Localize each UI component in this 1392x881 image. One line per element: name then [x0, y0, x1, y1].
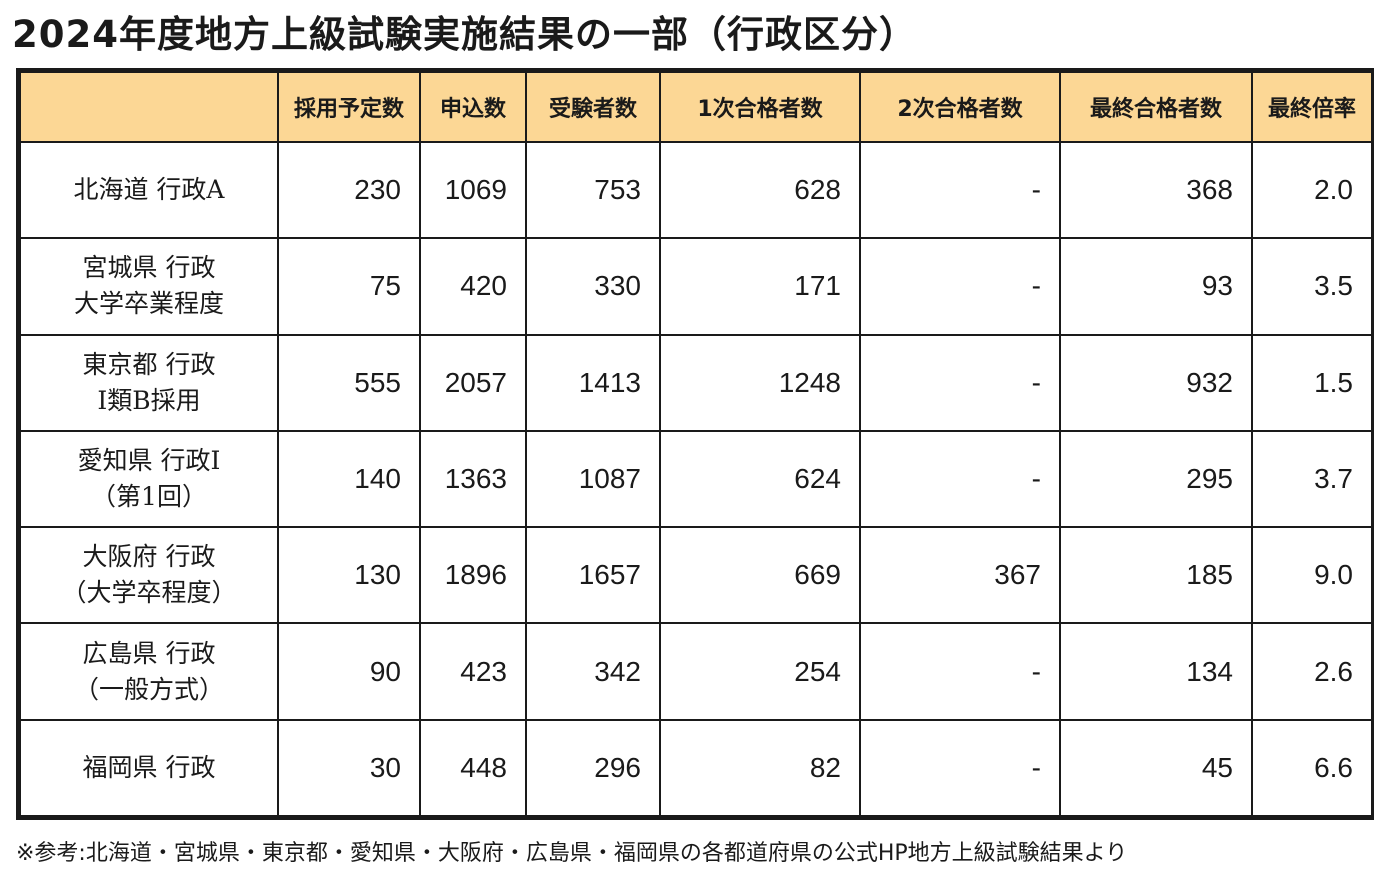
- table-cell: 6.6: [1251, 718, 1373, 818]
- header-cell: [19, 71, 279, 143]
- table-cell: 330: [525, 237, 661, 336]
- table-cell: -: [859, 140, 1061, 240]
- results-table: 採用予定数 申込数 受験者数 1次合格者数 2次合格者数 最終合格者数 最終倍率…: [19, 71, 1373, 818]
- table-cell: 555: [277, 333, 421, 432]
- table-row: 愛知県 行政I （第1回） 140 1363 1087 624 - 295 3.7: [19, 429, 1373, 529]
- table-cell: 669: [659, 526, 861, 625]
- row-label: 宮城県 行政 大学卒業程度: [19, 237, 279, 336]
- table-cell: 230: [277, 140, 421, 240]
- table-cell: -: [859, 237, 1061, 336]
- row-label-line1: 福岡県 行政: [82, 752, 216, 782]
- row-label: 東京都 行政 I類B採用: [19, 333, 279, 432]
- table-cell: 367: [859, 526, 1061, 625]
- table-cell: -: [859, 718, 1061, 818]
- row-label-line2: （一般方式）: [73, 674, 224, 704]
- table-cell: 2057: [419, 333, 527, 432]
- row-label-line2: 大学卒業程度: [73, 289, 224, 319]
- header-row: 採用予定数 申込数 受験者数 1次合格者数 2次合格者数 最終合格者数 最終倍率: [19, 71, 1373, 143]
- row-label: 北海道 行政A: [19, 140, 279, 240]
- table-cell: 1.5: [1251, 333, 1373, 432]
- header-cell: 1次合格者数: [659, 71, 861, 143]
- header-cell: 申込数: [419, 71, 527, 143]
- header-cell: 最終合格者数: [1059, 71, 1253, 143]
- table-cell: 1069: [419, 140, 527, 240]
- table-cell: 1363: [419, 429, 527, 529]
- table-cell: 3.5: [1251, 237, 1373, 336]
- row-label: 福岡県 行政: [19, 718, 279, 818]
- row-label-line2: I類B採用: [97, 385, 201, 415]
- table-cell: 2.6: [1251, 622, 1373, 721]
- table-cell: 628: [659, 140, 861, 240]
- table-cell: 368: [1059, 140, 1253, 240]
- table-row: 北海道 行政A 230 1069 753 628 - 368 2.0: [19, 140, 1373, 240]
- table-cell: 624: [659, 429, 861, 529]
- table-cell: 342: [525, 622, 661, 721]
- header-cell: 2次合格者数: [859, 71, 1061, 143]
- table-cell: -: [859, 622, 1061, 721]
- table-cell: 1087: [525, 429, 661, 529]
- table-cell: 254: [659, 622, 861, 721]
- table-row: 大阪府 行政 （大学卒程度） 130 1896 1657 669 367 185 …: [19, 526, 1373, 625]
- table-cell: 9.0: [1251, 526, 1373, 625]
- table-cell: 3.7: [1251, 429, 1373, 529]
- table-cell: 75: [277, 237, 421, 336]
- source-footnote: ※参考:北海道・宮城県・東京都・愛知県・大阪府・広島県・福岡県の各都道府県の公式…: [16, 841, 1128, 866]
- table-row: 宮城県 行政 大学卒業程度 75 420 330 171 - 93 3.5: [19, 237, 1373, 336]
- table-cell: 185: [1059, 526, 1253, 625]
- row-label-line2: （第1回）: [91, 481, 207, 511]
- row-label: 愛知県 行政I （第1回）: [19, 429, 279, 529]
- table-cell: 171: [659, 237, 861, 336]
- row-label: 大阪府 行政 （大学卒程度）: [19, 526, 279, 625]
- row-label-line1: 東京都 行政: [82, 349, 216, 379]
- table-cell: 134: [1059, 622, 1253, 721]
- page-title: 2024年度地方上級試験実施結果の一部（行政区分）: [12, 13, 917, 56]
- table-cell: 30: [277, 718, 421, 818]
- table-cell: 1248: [659, 333, 861, 432]
- table-cell: 82: [659, 718, 861, 818]
- table-cell: 420: [419, 237, 527, 336]
- results-table-container: 採用予定数 申込数 受験者数 1次合格者数 2次合格者数 最終合格者数 最終倍率…: [16, 68, 1374, 820]
- table-cell: 1413: [525, 333, 661, 432]
- table-cell: 45: [1059, 718, 1253, 818]
- table-cell: 130: [277, 526, 421, 625]
- row-label-line2: （大学卒程度）: [61, 578, 237, 608]
- row-label-line1: 大阪府 行政: [82, 542, 216, 572]
- row-label-line1: 広島県 行政: [82, 638, 216, 668]
- row-label: 広島県 行政 （一般方式）: [19, 622, 279, 721]
- table-cell: 753: [525, 140, 661, 240]
- row-label-line1: 愛知県 行政I: [77, 445, 221, 475]
- header-cell: 採用予定数: [277, 71, 421, 143]
- table-row: 広島県 行政 （一般方式） 90 423 342 254 - 134 2.6: [19, 622, 1373, 721]
- table-cell: -: [859, 333, 1061, 432]
- header-cell: 最終倍率: [1251, 71, 1373, 143]
- table-cell: 296: [525, 718, 661, 818]
- header-cell: 受験者数: [525, 71, 661, 143]
- table-row: 福岡県 行政 30 448 296 82 - 45 6.6: [19, 718, 1373, 818]
- table-cell: 1657: [525, 526, 661, 625]
- table-row: 東京都 行政 I類B採用 555 2057 1413 1248 - 932 1.5: [19, 333, 1373, 432]
- table-cell: -: [859, 429, 1061, 529]
- table-cell: 423: [419, 622, 527, 721]
- table-cell: 932: [1059, 333, 1253, 432]
- table-cell: 90: [277, 622, 421, 721]
- row-label-line1: 宮城県 行政: [82, 253, 216, 283]
- table-cell: 2.0: [1251, 140, 1373, 240]
- table-cell: 295: [1059, 429, 1253, 529]
- table-cell: 140: [277, 429, 421, 529]
- table-cell: 448: [419, 718, 527, 818]
- row-label-line1: 北海道 行政A: [73, 175, 225, 205]
- table-cell: 93: [1059, 237, 1253, 336]
- table-cell: 1896: [419, 526, 527, 625]
